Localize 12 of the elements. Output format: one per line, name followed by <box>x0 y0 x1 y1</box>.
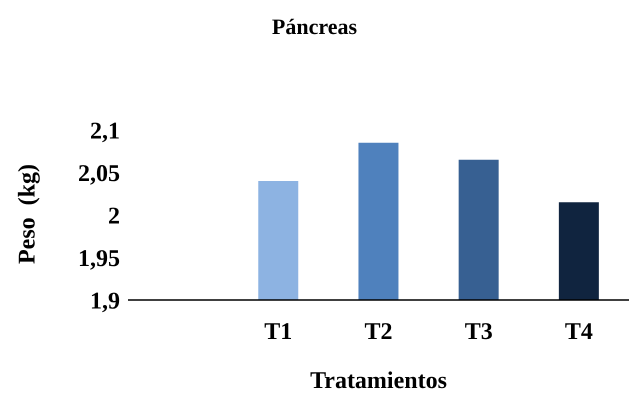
y-tick-label: 2,05 <box>78 161 120 188</box>
x-tick-label: T4 <box>564 319 593 346</box>
x-tick-label: T3 <box>464 319 493 346</box>
x-tick-label: T1 <box>264 319 292 346</box>
y-tick-label: 1,95 <box>78 246 120 272</box>
x-tick-label: T2 <box>364 319 393 346</box>
chart-title: Páncreas <box>270 14 358 40</box>
y-tick-label: 2 <box>108 204 120 230</box>
y-tick-label: 2,1 <box>90 118 120 145</box>
y-tick-label: 1,9 <box>90 288 120 315</box>
x-axis-title: Tratamientos <box>309 368 448 395</box>
y-axis-title: Peso (kg) <box>14 164 42 264</box>
